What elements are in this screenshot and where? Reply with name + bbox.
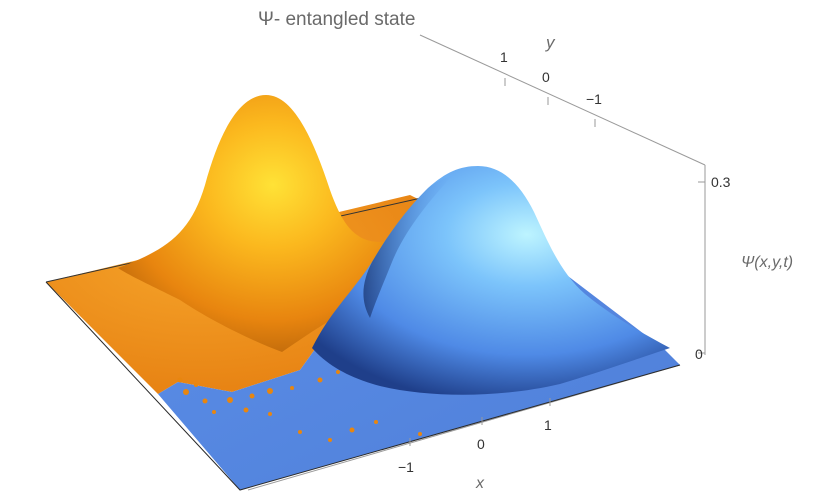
y-tick-1: 1: [500, 49, 508, 65]
z-axis-label: Ψ(x,y,t): [741, 254, 793, 271]
x-axis: −1 0 1 x: [398, 398, 552, 492]
speckle-14: [298, 430, 302, 434]
speckle-2: [202, 398, 208, 404]
x-tick-0: 0: [477, 436, 485, 452]
z-tick-bottom: 0: [695, 346, 703, 362]
speckle-15: [374, 420, 378, 424]
base-edge: [45, 281, 681, 491]
speckle-9: [212, 410, 216, 414]
speckle-13: [328, 438, 332, 442]
speckle-17: [177, 377, 183, 383]
speckle-12: [349, 427, 355, 433]
top-edge-line: [419, 34, 706, 166]
chart-title: Ψ- entangled state: [258, 9, 415, 30]
speckle-4: [249, 393, 255, 399]
speckle-11: [336, 370, 340, 374]
speckle-10: [317, 377, 323, 383]
orange-peak: [118, 95, 400, 352]
speckle-5: [267, 388, 273, 394]
y-axis: 1 0 −1 y: [500, 33, 602, 127]
x-tick-1: 1: [544, 417, 552, 433]
x-tick-neg1: −1: [398, 459, 414, 475]
speckle-18: [194, 383, 198, 387]
speckle-3: [227, 397, 233, 403]
y-tick-0: 0: [542, 69, 550, 85]
z-axis: 0.3 0 Ψ(x,y,t): [695, 174, 793, 362]
x-axis-label: x: [475, 475, 485, 492]
orange-speckles: [177, 370, 422, 442]
speckle-8: [268, 412, 272, 416]
z-tick-top: 0.3: [711, 174, 731, 190]
blue-peak-shadow: [363, 176, 452, 318]
speckle-1: [183, 389, 189, 395]
y-tick-neg1: −1: [586, 91, 602, 107]
speckle-16: [418, 432, 422, 436]
y-axis-label: y: [545, 33, 556, 52]
speckle-7: [243, 407, 249, 413]
speckle-6: [290, 386, 294, 390]
